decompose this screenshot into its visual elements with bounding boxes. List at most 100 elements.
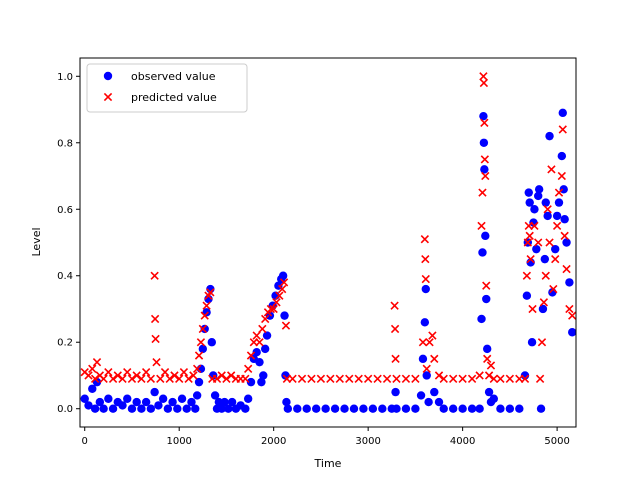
predicted-point — [170, 371, 179, 380]
observed-point — [340, 404, 349, 413]
observed-point — [311, 404, 321, 413]
observed-point — [168, 397, 177, 407]
legend-label: predicted value — [131, 91, 217, 104]
x-tick-label: 0 — [82, 436, 88, 447]
observed-point — [422, 371, 431, 380]
observed-point — [565, 278, 574, 287]
predicted-point — [255, 338, 264, 347]
observed-point — [282, 397, 291, 407]
predicted-point — [206, 288, 215, 297]
predicted-point — [363, 374, 373, 383]
predicted-point — [92, 358, 102, 367]
observed-point — [194, 377, 204, 387]
observed-point — [439, 404, 448, 413]
y-tick-label: 0.0 — [57, 404, 73, 415]
predicted-point — [354, 374, 363, 383]
predicted-point — [373, 374, 382, 383]
predicted-point — [108, 374, 118, 383]
observed-point — [480, 165, 489, 174]
observed-point — [349, 404, 359, 413]
predicted-point — [430, 354, 439, 364]
predicted-point — [123, 367, 132, 377]
observed-point — [530, 205, 539, 214]
observed-point — [191, 404, 200, 413]
observed-point — [132, 397, 141, 407]
predicted-point — [484, 371, 494, 380]
predicted-point — [525, 231, 534, 241]
observed-point — [418, 354, 428, 364]
predicted-point — [297, 374, 307, 383]
observed-point — [207, 338, 216, 347]
predicted-point — [543, 205, 552, 214]
observed-point — [551, 244, 560, 254]
y-tick-label: 0.4 — [57, 271, 73, 282]
predicted-point — [554, 188, 564, 197]
predicted-point — [137, 374, 146, 383]
predicted-value-series — [80, 72, 577, 383]
observed-point — [150, 387, 159, 397]
observed-point — [554, 198, 564, 207]
observed-point — [505, 404, 515, 413]
predicted-point — [479, 72, 488, 81]
observed-point — [557, 151, 567, 161]
observed-point — [293, 404, 302, 413]
predicted-point — [486, 361, 496, 370]
predicted-point — [537, 338, 547, 347]
observed-point — [255, 357, 264, 367]
plot-frame — [79, 57, 577, 428]
y-axis: 0.0 0.2 0.4 0.6 0.8 1.0 — [57, 72, 80, 415]
legend-box — [86, 63, 248, 113]
predicted-point — [246, 351, 256, 360]
observed-point — [154, 401, 163, 410]
predicted-point — [345, 374, 354, 383]
predicted-point — [222, 374, 231, 383]
predicted-point — [551, 254, 560, 264]
x-tick-label: 5000 — [544, 436, 569, 447]
observed-point — [260, 344, 270, 354]
points-layer — [80, 72, 577, 413]
predicted-point — [568, 311, 577, 320]
predicted-point — [151, 334, 160, 344]
predicted-point — [482, 281, 491, 290]
predicted-point — [258, 324, 267, 334]
predicted-point — [449, 374, 458, 383]
predicted-point — [127, 374, 137, 383]
predicted-point — [272, 298, 281, 307]
predicted-point — [146, 374, 156, 383]
observed-point — [534, 191, 543, 201]
predicted-point — [103, 92, 113, 102]
observed-point — [177, 394, 187, 403]
predicted-point — [141, 367, 151, 377]
observed-point — [458, 404, 467, 413]
predicted-point — [279, 278, 289, 287]
legend-items: observed value predicted value — [103, 70, 217, 104]
observed-point — [489, 394, 499, 403]
observed-point — [220, 397, 229, 407]
predicted-point — [552, 221, 562, 231]
legend: observed value predicted value — [86, 63, 248, 113]
predicted-point — [252, 331, 261, 340]
predicted-point — [539, 298, 549, 307]
predicted-point — [179, 367, 189, 377]
x-axis: 0 1000 2000 3000 4000 5000 — [82, 427, 570, 447]
observed-point — [224, 404, 233, 413]
observed-point — [368, 404, 378, 413]
observed-point — [80, 394, 89, 403]
observed-point — [534, 185, 544, 194]
observed-point — [321, 404, 330, 413]
observed-point — [227, 397, 237, 407]
observed-point — [411, 404, 420, 413]
observed-point — [187, 397, 196, 407]
observed-point — [118, 401, 127, 410]
predicted-point — [479, 78, 489, 88]
observed-point — [182, 404, 191, 413]
observed-point — [543, 211, 552, 221]
predicted-point — [480, 118, 489, 127]
predicted-point — [496, 374, 505, 383]
observed-point — [430, 387, 439, 397]
observed-point — [421, 284, 430, 294]
predicted-point — [212, 374, 222, 383]
predicted-point — [545, 238, 554, 247]
predicted-point — [523, 238, 532, 247]
predicted-point — [84, 371, 93, 380]
